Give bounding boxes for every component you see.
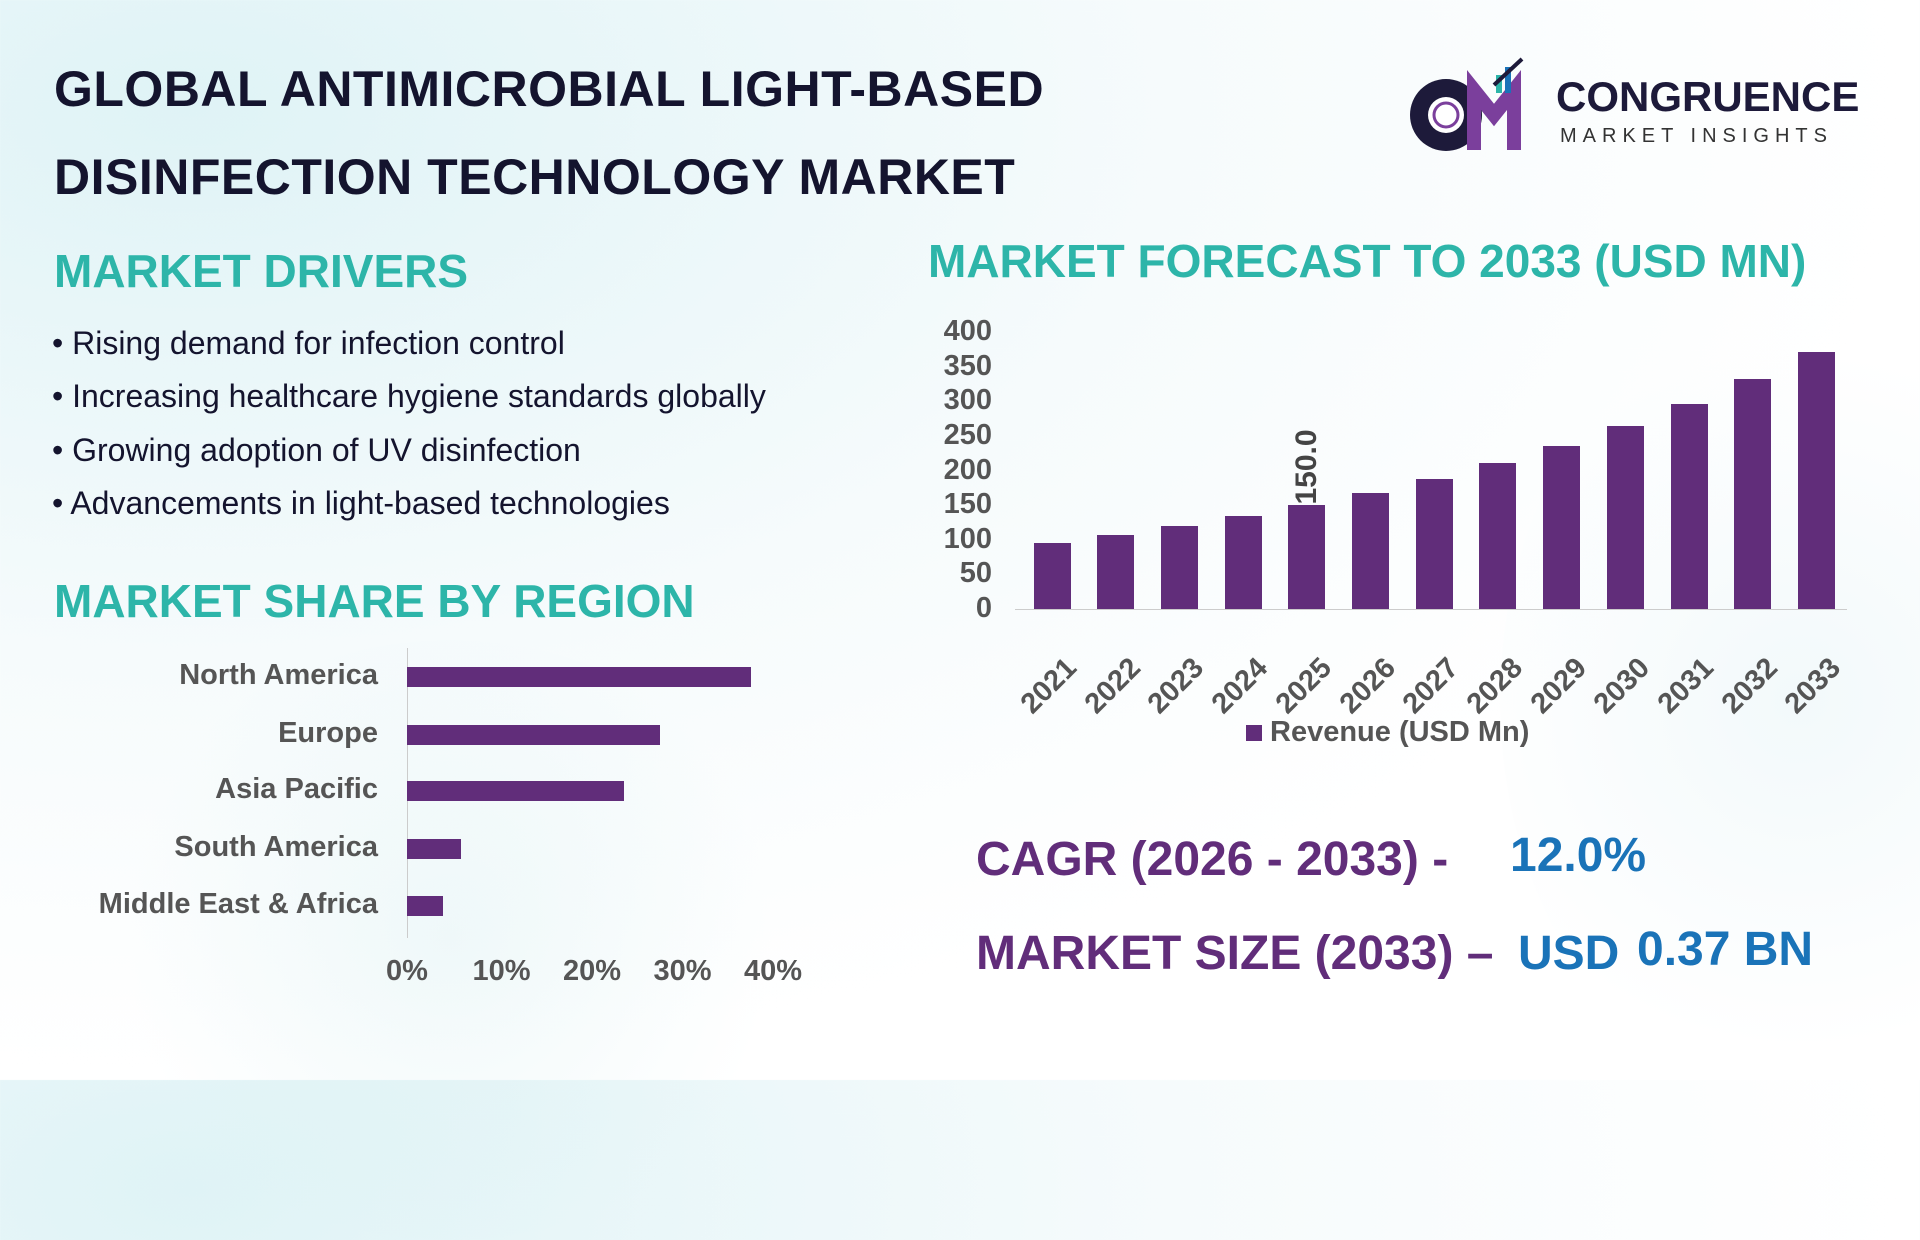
region-label: Asia Pacific — [215, 773, 378, 805]
region-tick-label: 30% — [653, 955, 712, 987]
y-tick-label: 200 — [943, 453, 992, 486]
forecast-bar — [1415, 478, 1453, 609]
y-tick-label: 100 — [943, 522, 992, 555]
region-label: South America — [174, 831, 378, 863]
cagr-label: CAGR (2026 - 2033) - — [976, 833, 1449, 886]
logo-tagline: MARKET INSIGHTS — [1560, 125, 1833, 147]
region-bar — [407, 725, 661, 745]
driver-item: • Rising demand for infection control — [52, 325, 565, 361]
x-tick-label: 2022 — [1078, 651, 1147, 721]
y-tick-label: 150 — [943, 488, 992, 521]
y-tick-label: 0 — [975, 592, 992, 624]
forecast-bar — [1033, 542, 1071, 609]
market-size-unit: USD — [1518, 927, 1620, 980]
forecast-axis-line — [1015, 609, 1847, 610]
y-tick-label: 300 — [943, 384, 992, 417]
data-label: 150.0 — [1289, 429, 1323, 505]
forecast-bar — [1160, 525, 1198, 609]
forecast-heading: MARKET FORECAST TO 2033 (USD MN) — [928, 235, 1807, 287]
cagr-value: 12.0% — [1510, 829, 1647, 882]
region-label: Europe — [278, 717, 378, 749]
forecast-bar — [1797, 351, 1835, 609]
y-tick-label: 400 — [943, 315, 992, 347]
market-size-value: 0.37 BN — [1637, 923, 1814, 976]
drivers-heading: MARKET DRIVERS — [54, 245, 469, 297]
driver-item: • Growing adoption of UV disinfection — [52, 432, 581, 468]
region-tick-label: 10% — [472, 955, 531, 987]
forecast-bar — [1734, 379, 1772, 609]
legend-label: Revenue (USD Mn) — [1270, 716, 1530, 748]
region-bar — [407, 839, 462, 859]
region-tick-label: 0% — [386, 955, 428, 987]
logo-name: CONGRUENCE — [1556, 73, 1860, 120]
x-tick-label: 2024 — [1205, 651, 1275, 721]
y-tick-label: 250 — [943, 418, 992, 451]
driver-item: • Increasing healthcare hygiene standard… — [52, 378, 766, 414]
region-label: Middle East & Africa — [98, 888, 378, 920]
legend: Revenue (USD Mn) — [1246, 716, 1529, 749]
forecast-bar — [1606, 425, 1644, 609]
logo-mark-icon — [1410, 57, 1524, 151]
region-bar — [407, 896, 444, 916]
region-heading: MARKET SHARE BY REGION — [54, 575, 695, 627]
region-tick-label: 20% — [563, 955, 622, 987]
page-title-line-2: DISINFECTION TECHNOLOGY MARKET — [54, 149, 1016, 205]
logo: CONGRUENCE MARKET INSIGHTS — [1404, 55, 1874, 155]
y-tick-label: 350 — [943, 349, 992, 382]
forecast-bar — [1352, 492, 1389, 609]
forecast-bar — [1479, 463, 1517, 609]
region-bar — [407, 667, 751, 687]
y-tick-label: 50 — [959, 557, 992, 590]
region-bar — [407, 781, 625, 801]
x-tick-label: 2026 — [1333, 651, 1402, 721]
region-tick-label: 40% — [744, 955, 803, 987]
market-size-label: MARKET SIZE (2033) – — [976, 927, 1494, 980]
forecast-bar — [1224, 515, 1262, 609]
region-label: North America — [179, 659, 378, 691]
x-tick-label: 2025 — [1269, 651, 1338, 721]
legend-swatch — [1246, 724, 1262, 741]
forecast-bar — [1543, 445, 1581, 609]
x-tick-label: 2023 — [1142, 651, 1211, 721]
forecast-bar — [1097, 534, 1135, 609]
page-title-line-1: GLOBAL ANTIMICROBIAL LIGHT-BASED — [54, 61, 1045, 117]
driver-item: • Advancements in light-based technologi… — [52, 485, 670, 521]
x-tick-label: 2021 — [1014, 651, 1083, 721]
forecast-bar — [1288, 505, 1326, 609]
forecast-bar — [1670, 403, 1708, 609]
x-tick-label: 2027 — [1396, 651, 1466, 721]
